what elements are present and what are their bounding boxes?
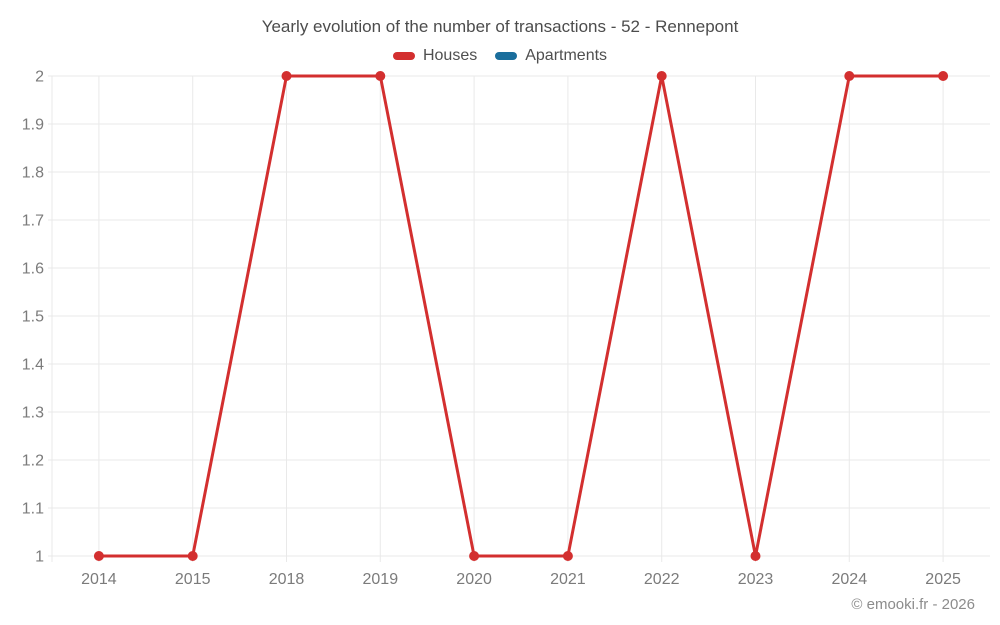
chart-legend: Houses Apartments: [0, 47, 1000, 65]
chart-title: Yearly evolution of the number of transa…: [261, 17, 739, 36]
legend-item-apartments[interactable]: Apartments: [495, 47, 607, 65]
y-axis-label: 1.3: [22, 405, 44, 422]
x-axis-label: 2019: [363, 571, 399, 588]
data-point-houses[interactable]: [844, 71, 855, 81]
y-axis-label: 1.8: [22, 165, 44, 182]
y-axis-label: 1.2: [22, 453, 44, 470]
data-point-houses[interactable]: [750, 551, 761, 561]
x-axis-label: 2022: [644, 571, 680, 588]
legend-item-houses[interactable]: Houses: [392, 47, 478, 65]
x-axis-label: 2023: [738, 571, 774, 588]
data-point-houses[interactable]: [93, 551, 104, 561]
data-point-houses[interactable]: [562, 551, 573, 561]
x-axis-label: 2015: [175, 571, 211, 588]
data-point-houses[interactable]: [375, 71, 386, 81]
legend-label-apartments: Apartments: [525, 47, 608, 64]
apartments-series-swatch-icon: [495, 52, 518, 60]
y-axis-label: 1.1: [22, 501, 44, 518]
x-axis-label: 2014: [81, 571, 117, 588]
copyright: © emooki.fr - 2026: [851, 596, 975, 613]
y-axis-label: 1: [35, 549, 44, 566]
y-axis-label: 1.7: [22, 213, 44, 230]
x-axis-label: 2020: [456, 571, 492, 588]
x-axis-label: 2024: [832, 571, 868, 588]
x-axis-label: 2025: [925, 571, 961, 588]
data-point-houses[interactable]: [656, 71, 667, 81]
y-axis-label: 2: [35, 69, 44, 86]
houses-series-swatch-icon: [392, 52, 415, 60]
data-point-houses[interactable]: [187, 551, 198, 561]
x-axis-label: 2021: [550, 571, 586, 588]
data-point-houses[interactable]: [469, 551, 480, 561]
series-line-houses: [97, 74, 945, 558]
y-axis-label: 1.5: [22, 309, 44, 326]
y-axis-label: 1.6: [22, 261, 44, 278]
x-axis-label: 2018: [269, 571, 305, 588]
legend-label-houses: Houses: [422, 47, 478, 64]
y-axis-label: 1.9: [22, 117, 44, 134]
data-point-houses[interactable]: [938, 71, 949, 81]
y-axis-label: 1.4: [22, 357, 44, 374]
data-point-houses[interactable]: [281, 71, 292, 81]
